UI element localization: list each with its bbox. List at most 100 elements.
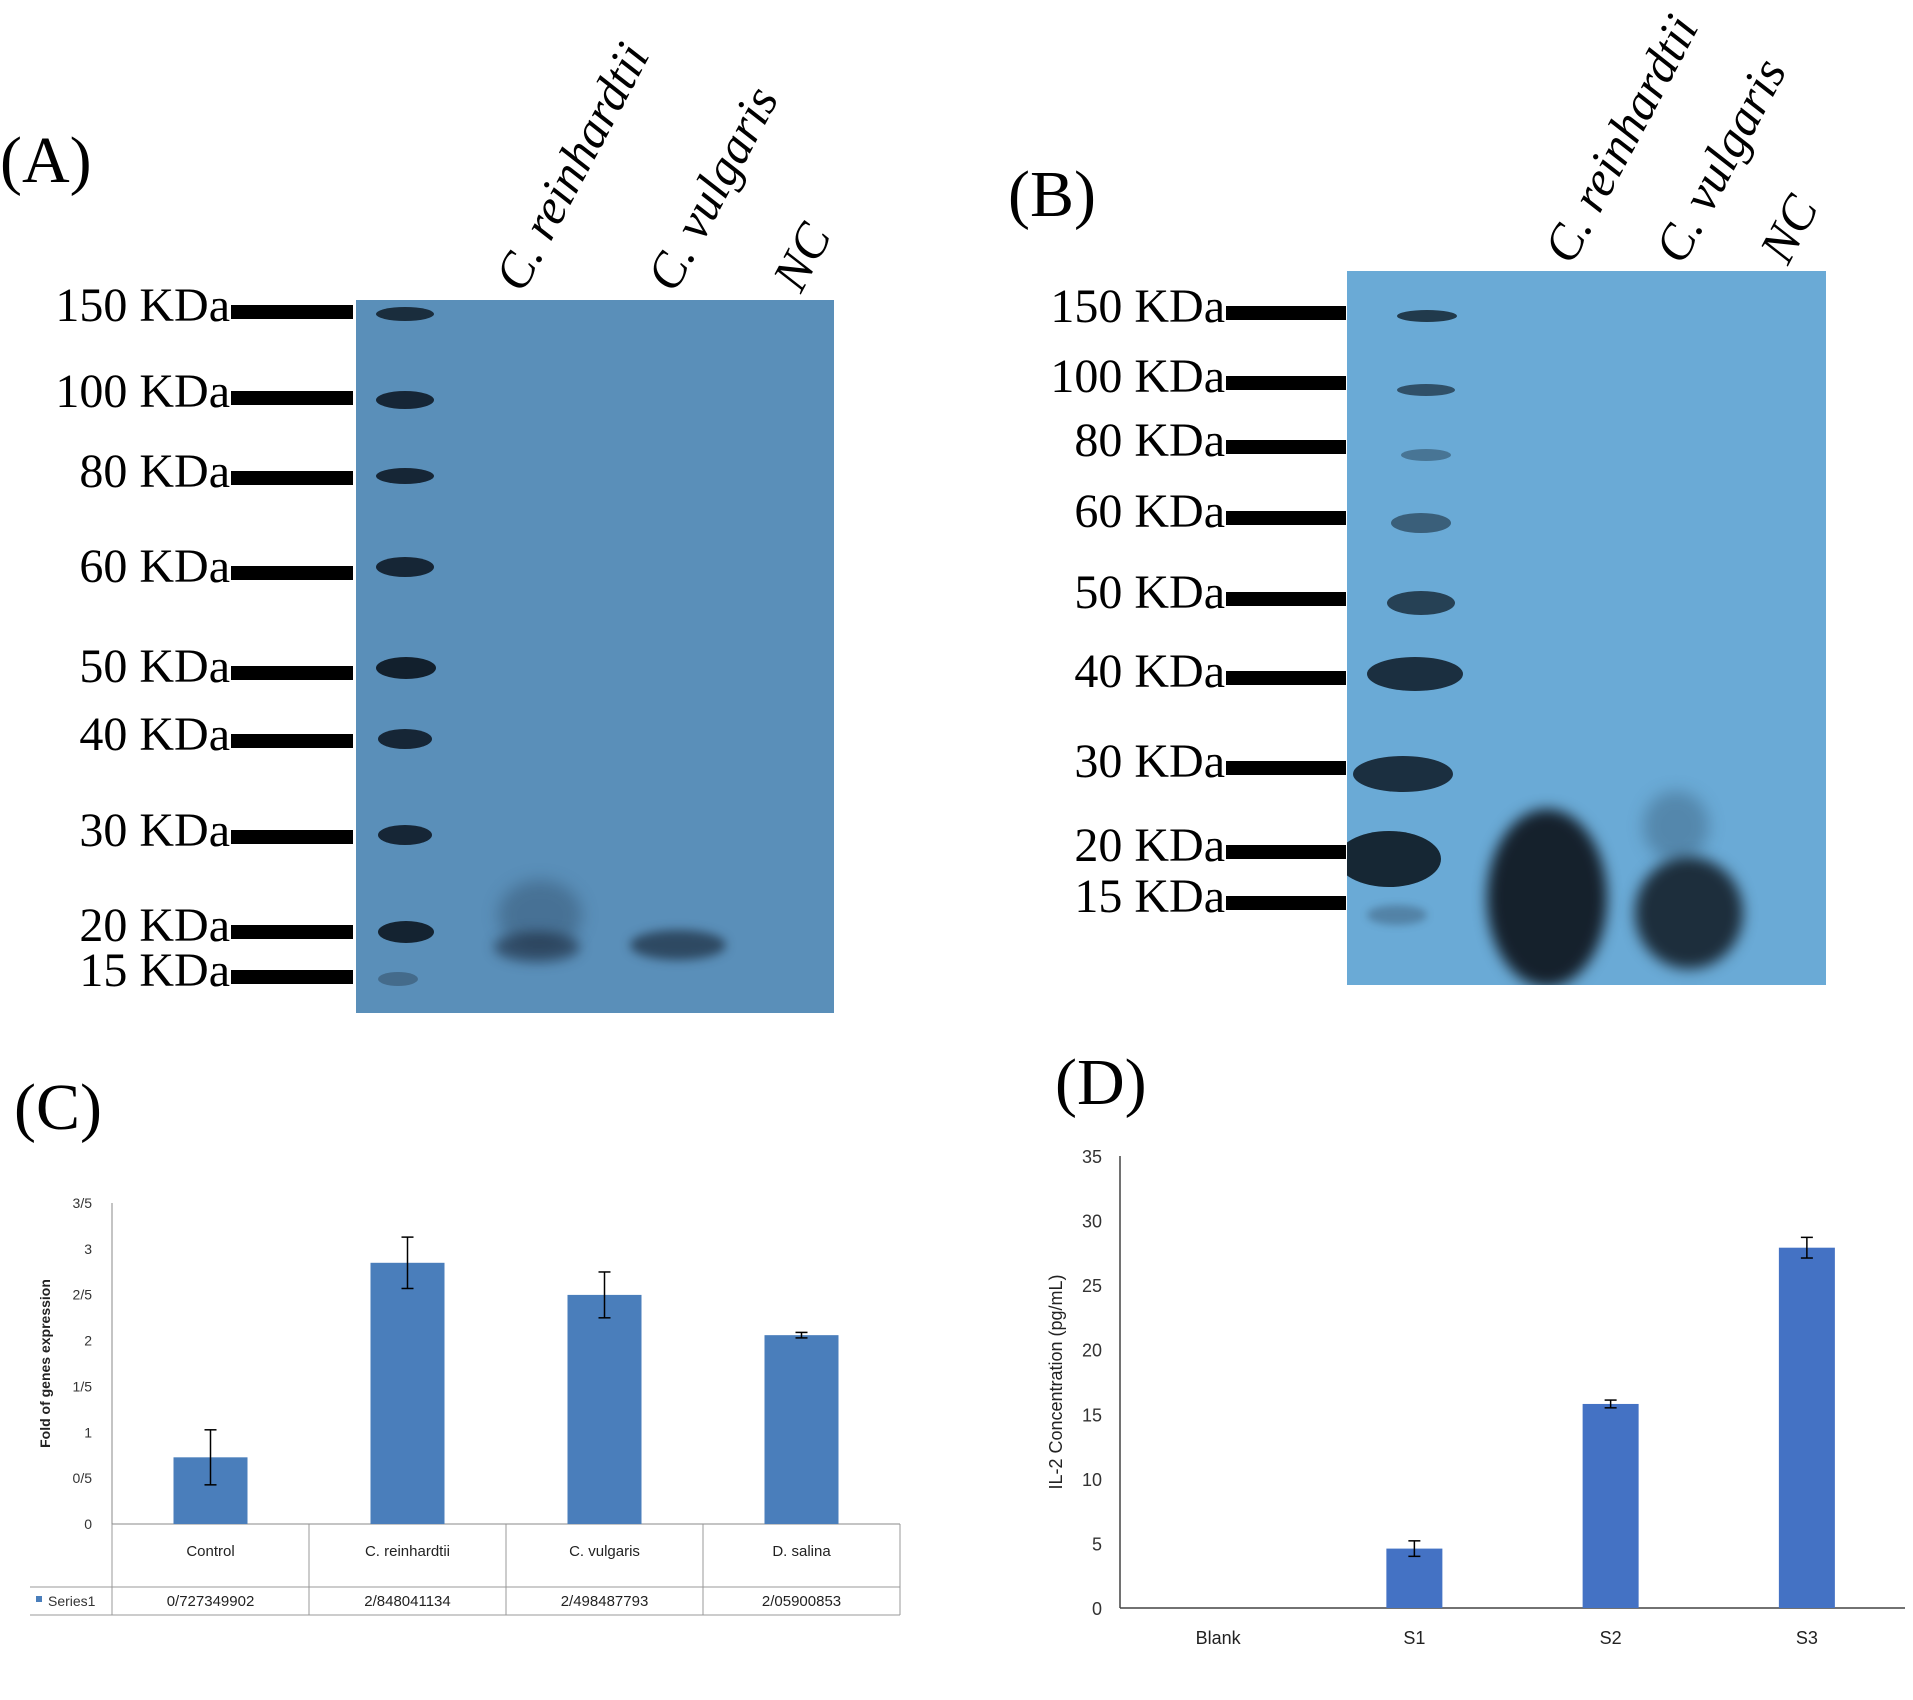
blot-b bbox=[1347, 271, 1826, 985]
x-category-label: C. reinhardtii bbox=[365, 1543, 450, 1560]
lane-label: NC bbox=[761, 214, 842, 300]
mw-marker-line bbox=[1226, 761, 1346, 775]
ladder-band bbox=[1353, 756, 1453, 792]
ladder-band bbox=[378, 921, 434, 943]
sample-band-reinhardtii bbox=[1487, 809, 1607, 985]
bar bbox=[1386, 1548, 1443, 1608]
x-category-label: S3 bbox=[1796, 1628, 1818, 1648]
y-tick-label: 35 bbox=[1082, 1147, 1102, 1167]
ladder-band bbox=[1391, 513, 1451, 533]
bar bbox=[370, 1262, 445, 1524]
y-tick-label: 25 bbox=[1082, 1276, 1102, 1296]
mw-marker-label: 20 KDa bbox=[1074, 819, 1225, 872]
mw-marker-line bbox=[231, 471, 353, 485]
ladder-band bbox=[1367, 657, 1463, 691]
x-category-label: S1 bbox=[1403, 1628, 1425, 1648]
chart-gene-expression: 0 0/5 1 1/5 2 2/5 3 3/5 Fold of genes expression… bbox=[30, 1195, 901, 1616]
data-table-value: 2/848041134 bbox=[364, 1593, 450, 1610]
ladder-band bbox=[1367, 905, 1427, 925]
bar bbox=[1582, 1403, 1639, 1608]
mw-marker-line bbox=[231, 970, 353, 984]
y-tick-label: 0 bbox=[84, 1516, 92, 1532]
bar bbox=[1778, 1247, 1835, 1608]
mw-marker-line bbox=[231, 925, 353, 939]
panel-a-label: (A) bbox=[0, 124, 92, 197]
mw-marker-line bbox=[1226, 845, 1346, 859]
ladder-band bbox=[1397, 384, 1455, 396]
ladder-band bbox=[1347, 831, 1441, 887]
ladder-band bbox=[378, 972, 418, 986]
mw-marker-line bbox=[231, 734, 353, 748]
mw-marker-label: 30 KDa bbox=[1074, 735, 1225, 788]
x-category-label: D. salina bbox=[772, 1543, 831, 1560]
bar bbox=[764, 1335, 839, 1524]
mw-marker-line bbox=[231, 391, 353, 405]
legend-swatch bbox=[36, 1596, 42, 1602]
mw-marker-label: 150 KDa bbox=[55, 279, 230, 332]
mw-marker-label: 60 KDa bbox=[79, 540, 230, 593]
ladder-band bbox=[378, 825, 432, 845]
mw-marker-label: 15 KDa bbox=[79, 944, 230, 997]
y-tick-label: 2 bbox=[84, 1333, 92, 1349]
y-tick-label: 0/5 bbox=[73, 1470, 93, 1486]
mw-marker-line bbox=[1226, 376, 1346, 390]
x-category-label: S2 bbox=[1600, 1628, 1622, 1648]
mw-marker-label: 15 KDa bbox=[1074, 870, 1225, 923]
data-table-value: 2/498487793 bbox=[561, 1593, 649, 1610]
mw-marker-line bbox=[231, 830, 353, 844]
mw-marker-label: 20 KDa bbox=[79, 899, 230, 952]
y-tick-label: 30 bbox=[1082, 1212, 1102, 1232]
sample-band-vulgaris bbox=[1635, 857, 1743, 969]
x-category-label: C. vulgaris bbox=[569, 1543, 640, 1560]
y-tick-label: 2/5 bbox=[73, 1287, 93, 1303]
mw-marker-label: 150 KDa bbox=[1050, 280, 1225, 333]
ladder-band bbox=[376, 557, 434, 577]
mw-marker-label: 40 KDa bbox=[1074, 645, 1225, 698]
x-category-label: Blank bbox=[1196, 1628, 1242, 1648]
mw-marker-label: 50 KDa bbox=[1074, 566, 1225, 619]
mw-marker-line bbox=[231, 566, 353, 580]
y-tick-label: 0 bbox=[1092, 1599, 1102, 1619]
y-tick-label: 15 bbox=[1082, 1405, 1102, 1425]
y-tick-label: 20 bbox=[1082, 1341, 1102, 1361]
y-tick-label: 1 bbox=[84, 1424, 92, 1440]
ladder-band bbox=[1397, 310, 1457, 322]
mw-marker-line bbox=[231, 666, 353, 680]
sample-band-vulgaris bbox=[630, 930, 726, 960]
mw-marker-label: 50 KDa bbox=[79, 640, 230, 693]
y-tick-label: 10 bbox=[1082, 1470, 1102, 1490]
y-axis-title: Fold of genes expression bbox=[37, 1279, 53, 1448]
data-table-value: 2/05900853 bbox=[762, 1593, 841, 1610]
y-tick-label: 3/5 bbox=[73, 1195, 93, 1211]
legend-series-name: Series1 bbox=[48, 1593, 96, 1609]
mw-marker-label: 100 KDa bbox=[55, 365, 230, 418]
y-tick-label: 3 bbox=[84, 1241, 92, 1257]
mw-marker-label: 100 KDa bbox=[1050, 350, 1225, 403]
mw-marker-label: 80 KDa bbox=[1074, 414, 1225, 467]
mw-marker-line bbox=[1226, 592, 1346, 606]
y-tick-label: 1/5 bbox=[73, 1378, 93, 1394]
ladder-band bbox=[376, 657, 436, 679]
data-table-value: 0/727349902 bbox=[167, 1593, 255, 1610]
blot-a-background bbox=[356, 300, 834, 1013]
mw-marker-label: 40 KDa bbox=[79, 708, 230, 761]
panel-d-label: (D) bbox=[1055, 1046, 1147, 1119]
lane-label: C. reinhardtii bbox=[483, 33, 661, 300]
mw-marker-line bbox=[1226, 896, 1346, 910]
chart-il2-concentration: 0 5 10 15 20 25 30 35 IL-2 Concentration (pg/mL)… bbox=[1046, 1147, 1905, 1648]
mw-marker-label: 60 KDa bbox=[1074, 485, 1225, 538]
mw-marker-line bbox=[231, 305, 353, 319]
mw-marker-line bbox=[1226, 440, 1346, 454]
ladder-band bbox=[376, 307, 434, 321]
mw-marker-line bbox=[1226, 511, 1346, 525]
y-tick-label: 5 bbox=[1092, 1534, 1102, 1554]
x-category-label: Control bbox=[186, 1543, 234, 1560]
ladder-band bbox=[376, 391, 434, 409]
y-axis-title: IL-2 Concentration (pg/mL) bbox=[1046, 1274, 1066, 1489]
panel-c-label: (C) bbox=[14, 1071, 102, 1144]
mw-marker-line bbox=[1226, 671, 1346, 685]
ladder-band bbox=[376, 468, 434, 484]
ladder-band bbox=[1387, 591, 1455, 615]
mw-marker-label: 80 KDa bbox=[79, 445, 230, 498]
ladder-band bbox=[1401, 449, 1451, 461]
